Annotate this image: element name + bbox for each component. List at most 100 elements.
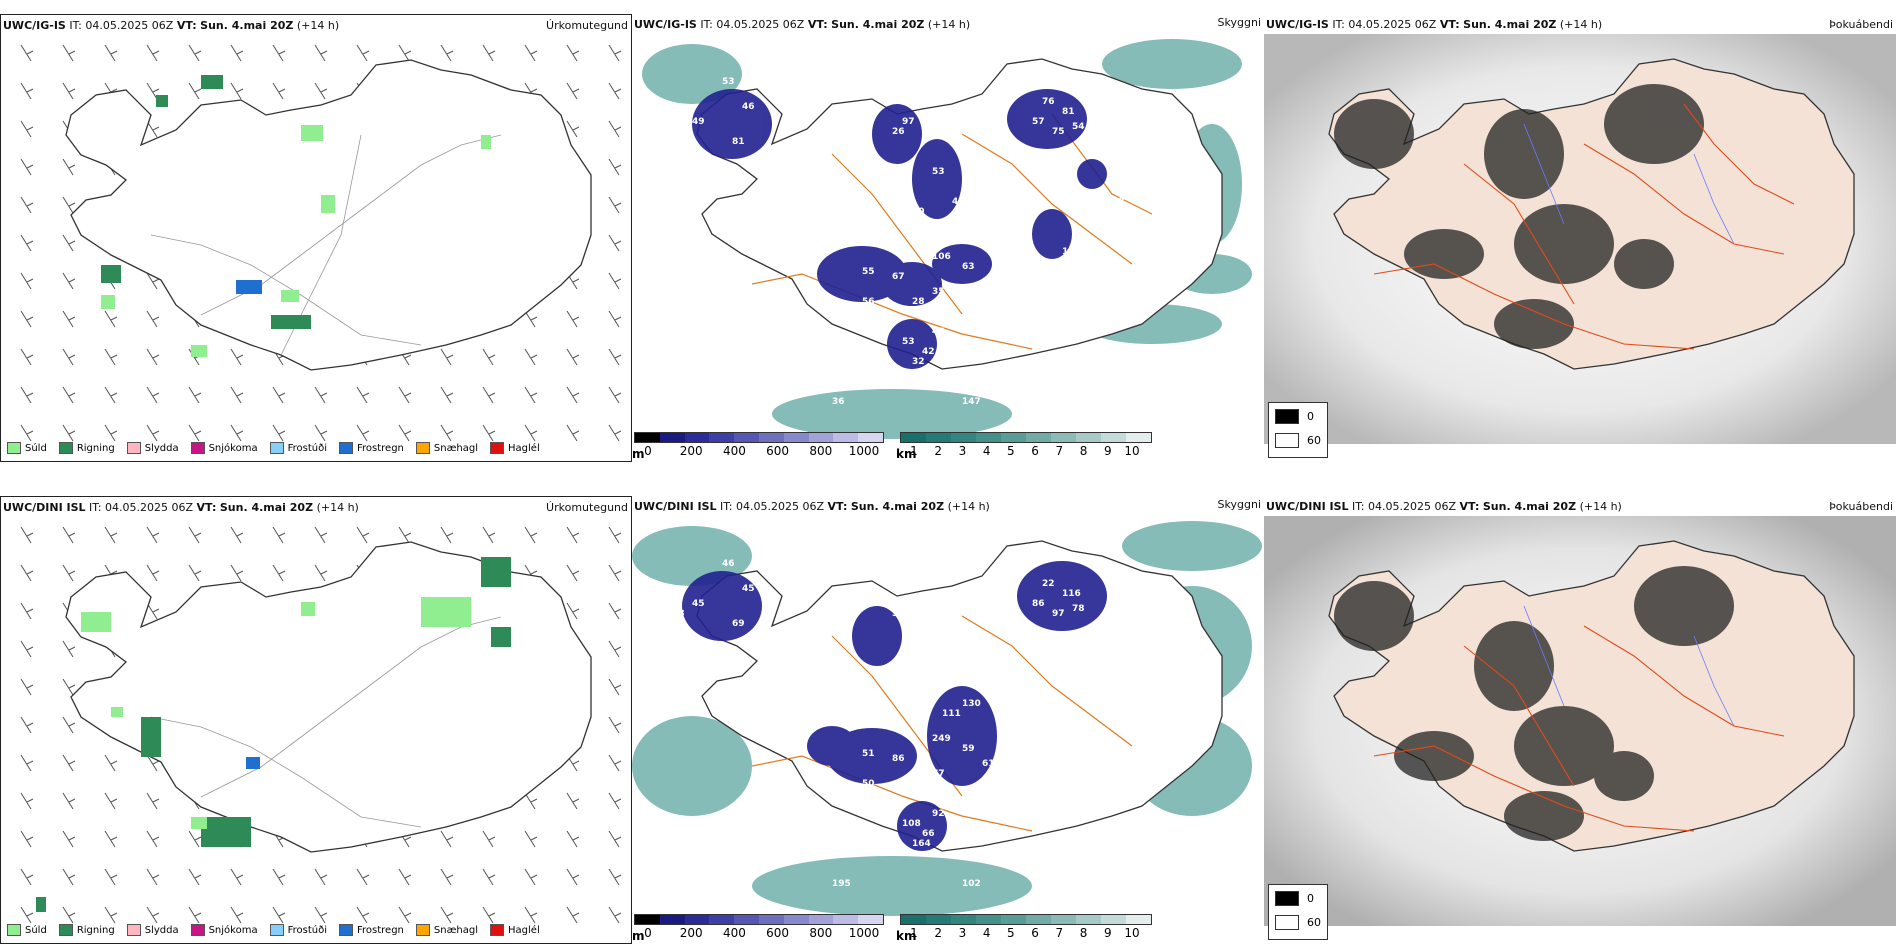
wind-barb — [314, 44, 328, 62]
cloud-base-label: 51 — [962, 217, 975, 227]
wind-barb — [314, 526, 328, 544]
fog-shading — [1334, 566, 1734, 841]
cloud-base-label: 77 — [932, 769, 945, 779]
panel-title: Skyggni — [1217, 16, 1261, 29]
cloud-base-label: 164 — [912, 839, 931, 849]
wind-barb — [146, 272, 160, 290]
cloud-base-label: 99 — [1202, 217, 1215, 227]
iceland-coastline — [65, 541, 592, 853]
cloud-base-label: 108 — [1112, 679, 1131, 689]
roads — [1373, 103, 1795, 350]
wind-barb — [20, 120, 34, 138]
wind-barb — [230, 564, 244, 582]
wind-barb — [62, 310, 76, 328]
rivers — [1523, 123, 1735, 245]
wind-barb — [608, 754, 622, 772]
cloud-base-label: 56 — [862, 297, 875, 307]
wind-barb — [608, 158, 622, 176]
wind-barb — [104, 754, 118, 772]
cloud-base-label: 48 — [912, 689, 925, 699]
cloud-base-label: 110 — [982, 277, 1001, 287]
panel-header: UWC/DINI ISL IT: 04.05.2025 06Z VT: Sun.… — [1266, 500, 1622, 513]
colorbar-segment — [808, 915, 834, 924]
cloud-base-label: 48 — [672, 609, 685, 619]
wind-barb — [230, 906, 244, 924]
cloud-base-label: 42 — [922, 347, 935, 357]
legend-label: Súld — [25, 442, 47, 454]
cloud-base-label: 53 — [932, 167, 945, 177]
fog-legend: 0 60 — [1268, 884, 1328, 940]
precip-type-map — [20, 44, 622, 442]
colorbar-segment — [1126, 433, 1151, 442]
wind-barb — [566, 868, 580, 886]
legend-swatch — [58, 924, 73, 936]
wind-barb — [482, 868, 496, 886]
colorbar-tick: 6 — [1031, 444, 1039, 458]
legend-label: Frostregn — [357, 442, 404, 454]
wind-barb — [608, 678, 622, 696]
wind-barb — [62, 272, 76, 290]
wind-barb — [566, 386, 580, 404]
precip-suld — [101, 125, 491, 357]
wind-barb — [356, 424, 370, 442]
wind-barb — [482, 526, 496, 544]
cloud-base-label: 86 — [892, 754, 905, 764]
height-unit: m — [632, 929, 645, 943]
colorbar-segment — [783, 915, 809, 924]
colorbar-segment — [1101, 433, 1126, 442]
wind-barb — [104, 906, 118, 924]
colorbar-segment — [1076, 915, 1101, 924]
wind-barb — [566, 348, 580, 366]
wind-barb — [20, 868, 34, 886]
roads — [150, 616, 502, 828]
colorbar-tick: 9 — [1103, 926, 1112, 940]
cloud-base-label: 106 — [932, 252, 951, 262]
colorbar-tick: 9 — [1103, 444, 1112, 458]
height-colorbar: 0 200 400 600 800 1000 — [634, 432, 884, 462]
wind-barb — [440, 44, 454, 62]
cloud-base-label: 49 — [692, 117, 705, 127]
cloud-base-label: 99 — [822, 809, 835, 819]
fog-indicator-map — [1264, 34, 1896, 444]
colorbar-segment — [926, 433, 951, 442]
cloud-base-label: 55 — [862, 267, 875, 277]
wind-barb — [440, 906, 454, 924]
panel-title: Þokuábendi — [1829, 18, 1893, 31]
fog-areas — [632, 521, 1262, 916]
legend-item: Snæhagl — [415, 924, 478, 936]
wind-barb — [20, 424, 34, 442]
cloud-base-label: 87 — [1052, 177, 1065, 187]
wind-barb — [230, 868, 244, 886]
wind-barb — [146, 830, 160, 848]
wind-barb — [20, 526, 34, 544]
legend-swatch — [415, 924, 430, 936]
wind-barb — [62, 386, 76, 404]
fog-indicator-panel-bottom: UWC/DINI ISL IT: 04.05.2025 06Z VT: Sun.… — [1264, 496, 1896, 944]
colorbar-tick: 8 — [1079, 926, 1088, 940]
legend-swatch — [339, 442, 353, 454]
iceland-coastline — [696, 58, 1223, 370]
wind-barb — [146, 386, 160, 404]
wind-barb — [608, 792, 622, 810]
wind-barb — [188, 564, 202, 582]
colorbar-tick: 800 — [809, 926, 833, 940]
cloud-base-label: 92 — [932, 809, 945, 819]
wind-barb — [566, 602, 580, 620]
colorbar-tick: 0 — [644, 926, 652, 940]
wind-barb — [104, 44, 118, 62]
precip-rigning — [101, 75, 311, 329]
legend-swatch — [58, 442, 73, 454]
legend-item: Haglél — [490, 924, 540, 936]
wind-barb — [20, 716, 34, 734]
wind-barb — [104, 868, 118, 886]
wind-barb — [398, 44, 412, 62]
wind-barb — [524, 424, 538, 442]
legend-swatch — [190, 442, 205, 454]
colorbar-tick: 10 — [1124, 926, 1140, 940]
visibility-colorbar: 1 2 3 4 5 6 7 8 9 10 — [900, 432, 1152, 462]
cloud-base-label: 71 — [1052, 659, 1065, 669]
wind-barb — [608, 868, 622, 886]
wind-barb — [566, 564, 580, 582]
cloud-base-label: 97 — [902, 117, 915, 127]
wind-barb — [608, 564, 622, 582]
